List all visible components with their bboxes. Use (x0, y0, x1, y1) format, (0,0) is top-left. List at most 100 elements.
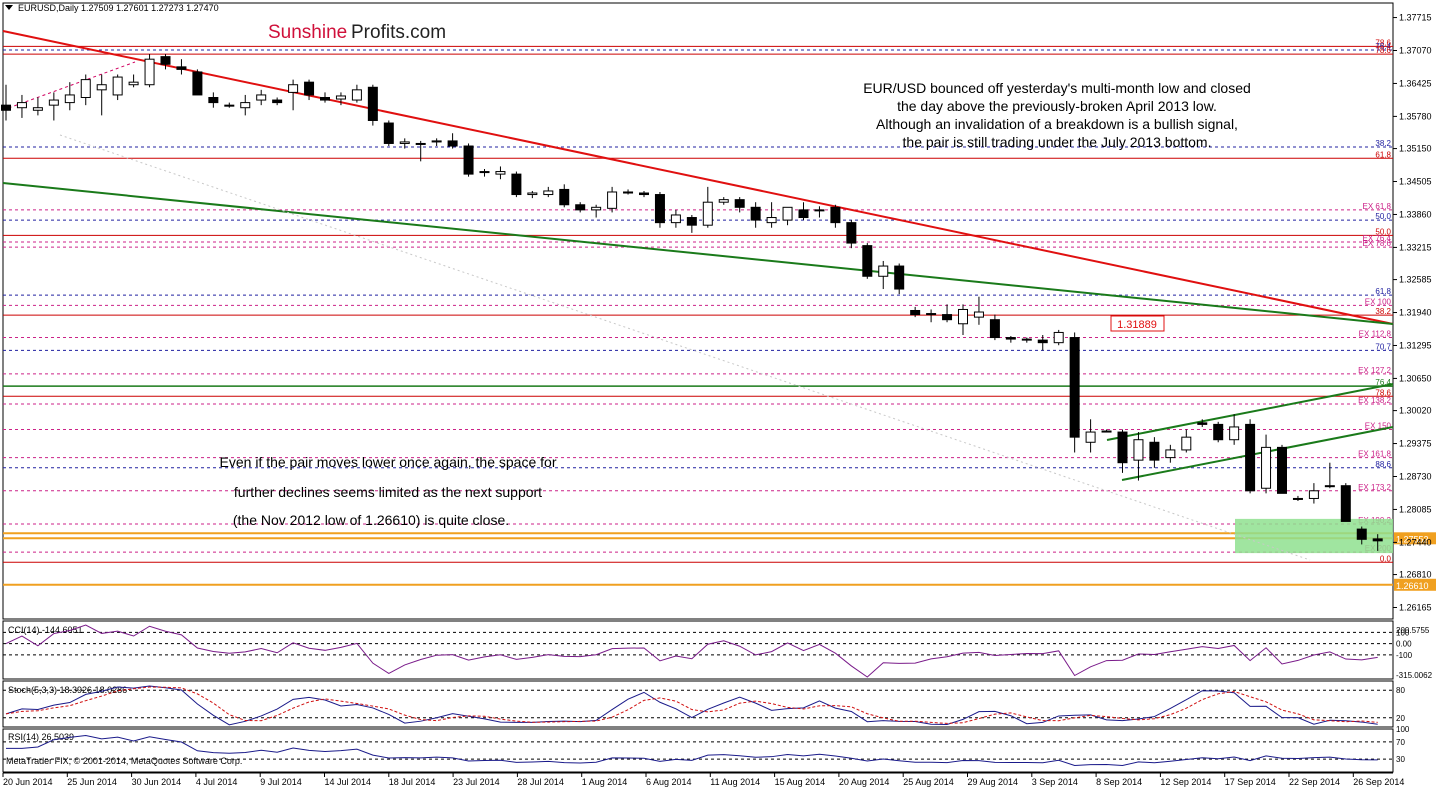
y-tick-label: 1.36425 (1399, 78, 1432, 88)
trendlines (2, 30, 1394, 561)
stoch-d-line (5, 686, 1378, 724)
level-label: 50.0 (1375, 227, 1391, 236)
candle-body (1308, 490, 1319, 499)
x-tick-label: 17 Sep 2014 (1225, 777, 1276, 787)
x-tick-label: 15 Aug 2014 (775, 777, 826, 787)
y-tick-label: 1.29375 (1399, 439, 1432, 449)
candle-body (639, 192, 649, 196)
y-tick-label: 1.31940 (1399, 308, 1432, 318)
level-label: 70.7 (1375, 342, 1391, 351)
level-tag-bg (1394, 578, 1436, 591)
x-tick-label: 25 Jun 2014 (67, 777, 117, 787)
candle-body (431, 140, 442, 143)
candle-body (64, 94, 75, 104)
level-label: EX 61.8 (1363, 202, 1392, 211)
candle-body (1340, 485, 1351, 522)
candle-body (463, 145, 474, 175)
candle-body (1117, 431, 1128, 464)
x-tick-label: 22 Sep 2014 (1289, 777, 1340, 787)
y-tick-label: 1.28085 (1399, 504, 1432, 514)
candle-body (495, 171, 506, 175)
symbol-header: EURUSD,Daily 1.27509 1.27601 1.27273 1.2… (18, 3, 219, 13)
collapse-triangle-icon[interactable] (5, 5, 13, 10)
candle-body (1037, 339, 1048, 344)
x-tick-label: 25 Aug 2014 (903, 777, 954, 787)
top-note: EUR/USD bounced off yesterday's multi-mo… (863, 80, 1251, 150)
stoch-header: Stoch(5,3,3) 18.3926 18.0286 (8, 685, 127, 695)
mid-note-line-3: (the Nov 2012 low of 1.26610) is quite c… (233, 512, 509, 528)
mid-note-line-2: further declines seems limited as the ne… (234, 484, 542, 500)
candle-body (782, 206, 793, 221)
candle-body (926, 313, 937, 316)
x-tick-label: 20 Aug 2014 (839, 777, 890, 787)
candle-body (894, 265, 905, 290)
level-label: 88.6 (1375, 460, 1391, 469)
candle-body (415, 142, 426, 145)
cci-header: CCI(14) -144.6051 (8, 625, 83, 635)
rsi-header: RSI(14) 26.5039 (8, 732, 74, 742)
level-label: EX 76.4 (1363, 234, 1392, 243)
candle-body (288, 84, 299, 93)
candle-body (1069, 337, 1080, 438)
candle-body (830, 206, 841, 224)
candle-body (942, 314, 953, 321)
grey-dotted-line (59, 134, 1311, 561)
cci-max-label: 200.5755 (1396, 626, 1430, 635)
top-note-line-1: EUR/USD bounced off yesterday's multi-mo… (863, 80, 1251, 96)
level-label: EX 161.8 (1358, 450, 1391, 459)
candle-body (702, 201, 713, 226)
x-tick-label: 30 Jun 2014 (132, 777, 182, 787)
x-axis: 20 Jun 2014 25 Jun 2014 30 Jun 2014 4 Jul 2… (2, 773, 1404, 787)
y-tick-label: 1.31295 (1399, 340, 1432, 350)
candle-body (766, 217, 777, 224)
candle-body (335, 95, 346, 100)
level-label: 0.0 (1380, 554, 1392, 563)
candle-body (910, 309, 921, 316)
y-tick-label: 1.35780 (1399, 111, 1432, 121)
x-tick-label: 26 Sep 2014 (1353, 777, 1404, 787)
candle-body (798, 209, 809, 219)
candle-body (654, 194, 665, 224)
y-tick-label: 1.32585 (1399, 275, 1432, 285)
candle-body (1197, 422, 1208, 425)
y-tick-label: 1.34505 (1399, 177, 1432, 187)
candle-body (862, 245, 873, 277)
x-tick-label: 18 Jul 2014 (389, 777, 436, 787)
top-note-line-4: the pair is still trading under the July… (903, 134, 1212, 150)
candle-body (1372, 538, 1383, 542)
candle-body (399, 141, 410, 144)
y-tick-label: 1.26810 (1399, 570, 1432, 580)
support-zone-rect (1235, 518, 1393, 554)
candle-body (32, 107, 43, 111)
rsi-tick-label: 30 (1396, 755, 1405, 764)
candle-body (96, 84, 107, 91)
cci-tick-label: 100 (1396, 628, 1410, 637)
top-note-line-2: the day above the previously-broken Apri… (897, 98, 1217, 114)
support-zone (1235, 518, 1393, 554)
candle-body (989, 319, 1000, 339)
level-label: 50.0 (1375, 212, 1391, 221)
candle-body (351, 89, 362, 101)
level-label: 61.8 (1375, 287, 1391, 296)
cci-line (5, 624, 1378, 678)
rsi-line (6, 734, 1378, 767)
y-tick-label: 1.28730 (1399, 471, 1432, 481)
level-label: 76.4 (1375, 378, 1391, 387)
candle-body (511, 173, 522, 196)
candle-body (1356, 528, 1367, 540)
channel-upper-line (1106, 383, 1394, 441)
candle-body (128, 81, 139, 86)
x-tick-label: 4 Jul 2014 (196, 777, 238, 787)
candle-body (1245, 423, 1256, 492)
candle-body (1261, 446, 1272, 489)
candle-body (144, 58, 155, 86)
boxed-level-label: 1.31889 (1117, 319, 1157, 331)
x-tick-label: 3 Sep 2014 (1032, 777, 1078, 787)
candle-body (623, 191, 634, 194)
x-tick-label: 14 Jul 2014 (325, 777, 372, 787)
cci-tick-label: 0.00 (1396, 640, 1412, 649)
candle-body (1053, 331, 1064, 344)
candle-body (1229, 426, 1240, 441)
candle-body (1133, 439, 1144, 461)
level-label: EX 173.2 (1358, 483, 1391, 492)
